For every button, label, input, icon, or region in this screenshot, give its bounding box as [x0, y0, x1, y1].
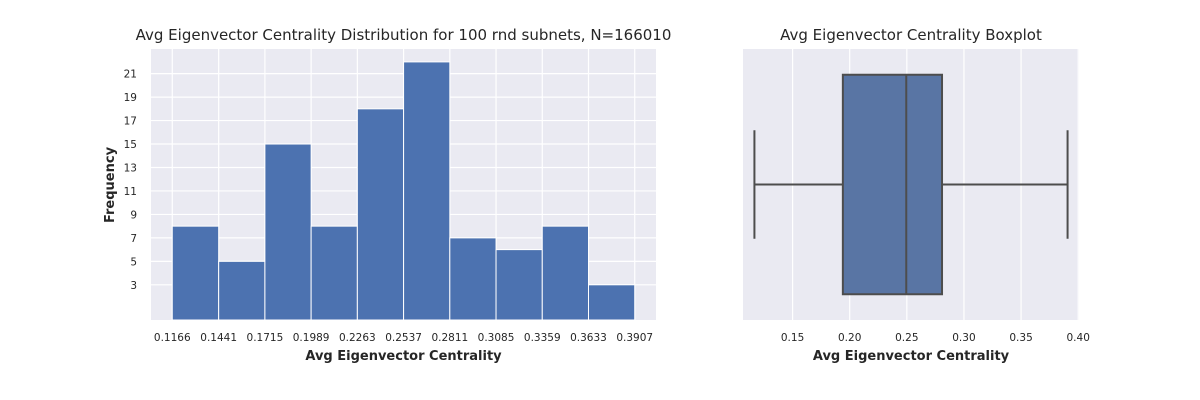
boxplot-shapes: [753, 73, 1069, 296]
histogram-y-ticks: 3 5 7 9 11 13 15 17 19 21: [124, 69, 137, 292]
histogram-y-tick-label: 13: [124, 162, 137, 174]
boxplot-x-tick-label: 0.35: [1009, 332, 1032, 344]
histogram-x-tick-label: 0.3085: [478, 332, 515, 344]
boxplot-x-ticks: 0.15 0.20 0.25 0.30 0.35 0.40: [781, 332, 1090, 344]
histogram-x-axis-label: Avg Eigenvector Centrality: [305, 349, 502, 364]
histogram-bars: [171, 61, 636, 321]
histogram-panel: 3 5 7 9 11 13 15 17 19 21 0.1166 0.1441 0.1715 0.198…: [103, 26, 671, 364]
histogram-y-tick-label: 11: [124, 186, 137, 198]
histogram-y-tick-label: 9: [130, 209, 137, 221]
boxplot-x-axis-label: Avg Eigenvector Centrality: [813, 349, 1010, 364]
boxplot-panel: 0.15 0.20 0.25 0.30 0.35 0.40 Avg Eigenvector…: [743, 26, 1090, 364]
histogram-bar: [587, 284, 636, 321]
histogram-x-tick-label: 0.3359: [524, 332, 561, 344]
histogram-x-tick-label: 0.1715: [247, 332, 284, 344]
histogram-bar: [449, 237, 497, 321]
boxplot-x-tick-label: 0.40: [1067, 332, 1090, 344]
histogram-x-tick-label: 0.1166: [154, 332, 191, 344]
histogram-x-tick-label: 0.2263: [339, 332, 376, 344]
histogram-y-tick-label: 15: [124, 139, 137, 151]
boxplot-box: [841, 73, 944, 296]
histogram-x-tick-label: 0.3907: [616, 332, 653, 344]
histogram-x-tick-label: 0.1441: [200, 332, 237, 344]
histogram-y-tick-label: 7: [130, 233, 137, 245]
boxplot-x-tick-label: 0.15: [781, 332, 804, 344]
histogram-y-tick-label: 21: [124, 69, 137, 81]
histogram-y-tick-label: 17: [124, 116, 137, 128]
histogram-x-tick-label: 0.2811: [431, 332, 468, 344]
histogram-x-tick-label: 0.1989: [293, 332, 330, 344]
histogram-y-tick-label: 5: [130, 256, 137, 268]
histogram-bar: [171, 225, 220, 321]
histogram-bar: [264, 143, 312, 321]
histogram-bar: [310, 225, 358, 321]
histogram-bar: [403, 61, 451, 321]
histogram-bar: [541, 225, 589, 321]
boxplot-x-tick-label: 0.25: [895, 332, 918, 344]
histogram-bar: [218, 260, 266, 321]
boxplot-title: Avg Eigenvector Centrality Boxplot: [780, 26, 1042, 44]
histogram-y-axis-label: Frequency: [103, 146, 118, 223]
boxplot-x-tick-label: 0.20: [838, 332, 861, 344]
histogram-y-tick-label: 19: [124, 92, 137, 104]
histogram-x-tick-label: 0.3633: [570, 332, 607, 344]
histogram-bar: [356, 108, 405, 321]
histogram-y-tick-label: 3: [130, 280, 137, 292]
histogram-bar: [495, 249, 543, 321]
boxplot-x-tick-label: 0.30: [952, 332, 975, 344]
histogram-x-ticks: 0.1166 0.1441 0.1715 0.1989 0.2263 0.2537 0.28…: [154, 332, 653, 344]
histogram-x-tick-label: 0.2537: [385, 332, 422, 344]
histogram-title: Avg Eigenvector Centrality Distribution …: [136, 26, 672, 44]
